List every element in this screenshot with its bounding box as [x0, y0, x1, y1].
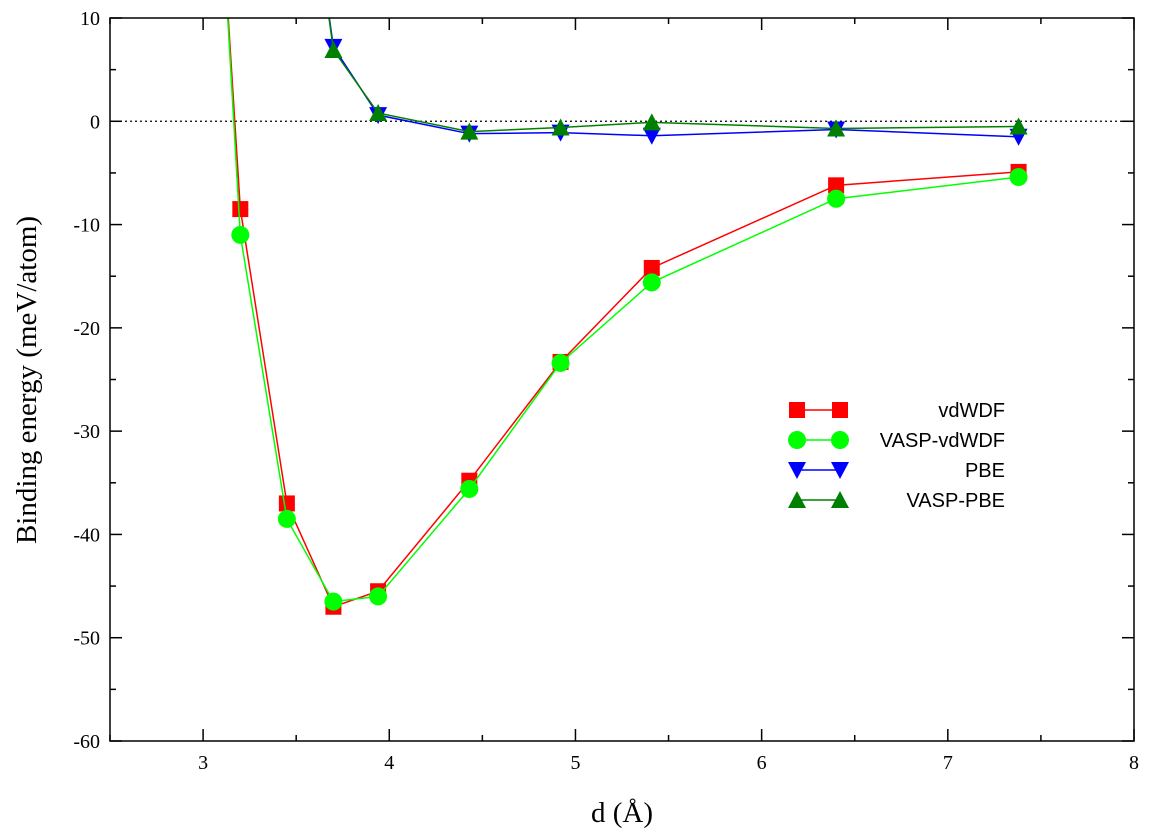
x-axis-title: d (Å): [591, 797, 653, 829]
data-point-vasp-vdwdf: [324, 592, 343, 611]
data-point-vasp-pbe: [460, 122, 479, 140]
data-point-vasp-pbe: [1009, 117, 1028, 135]
y-tick-label: 0: [90, 111, 100, 133]
data-point-vasp-vdwdf: [1009, 168, 1028, 187]
data-point-vdwdf: [232, 201, 249, 218]
y-tick-label: -40: [73, 524, 100, 546]
series-line-pbe: [328, 18, 1019, 138]
data-point-vasp-pbe: [642, 113, 661, 131]
data-point-vasp-vdwdf: [277, 509, 296, 528]
x-tick-label: 7: [943, 752, 953, 774]
y-axis-title: Binding energy (meV/atom): [11, 216, 43, 544]
y-tick-label: -60: [73, 731, 100, 753]
data-point-vasp-vdwdf: [827, 189, 846, 208]
data-point-vdwdf: [643, 259, 660, 276]
legend-marker-pbe: [831, 462, 849, 479]
x-tick-label: 4: [384, 752, 394, 774]
legend-label-vasp-pbe: VASP-PBE: [906, 490, 1005, 512]
legend-marker-vasp-pbe: [831, 491, 849, 508]
data-point-vasp-vdwdf: [369, 587, 388, 606]
tick-labels: 3 4 5 6 7 8 -60 -50 -40 -30 -20 -10 0 10: [73, 8, 1139, 774]
y-tick-label: -50: [73, 628, 100, 650]
data-point-vdwdf: [278, 495, 295, 512]
y-tick-label: -10: [73, 215, 100, 237]
legend-label-pbe: PBE: [965, 460, 1005, 482]
y-tick-label: -30: [73, 421, 100, 443]
legend-label-vasp-vdwdf: VASP-vdWDF: [880, 430, 1005, 452]
x-tick-label: 6: [757, 752, 767, 774]
series-line-vasp-vdwdf: [226, 18, 1019, 603]
data-point-vasp-pbe: [324, 41, 343, 59]
data-point-vasp-vdwdf: [460, 479, 479, 498]
data-point-vasp-pbe: [827, 119, 846, 137]
legend-marker-vasp-vdwdf: [831, 431, 849, 449]
series-line-vdwdf: [227, 18, 1019, 608]
legend-marker-vdwdf: [832, 402, 848, 418]
data-point-vasp-pbe: [369, 104, 388, 122]
series-line-vasp-pbe: [328, 18, 1019, 133]
plot-frame: [109, 17, 1135, 742]
y-tick-label: -20: [73, 318, 100, 340]
legend-marker-vasp-pbe: [788, 491, 806, 508]
data-point-vasp-vdwdf: [551, 353, 570, 372]
legend-marker-vasp-vdwdf: [788, 431, 806, 449]
x-tick-label: 3: [198, 752, 208, 774]
data-point-pbe: [642, 127, 661, 145]
data-point-vasp-pbe: [551, 118, 570, 136]
legend-marker-pbe: [788, 462, 806, 479]
data-point-vdwdf: [828, 177, 845, 194]
x-tick-label: 5: [570, 752, 580, 774]
y-tick-label: 10: [80, 8, 100, 30]
legend-marker-vdwdf: [789, 402, 805, 418]
data-series: [226, 18, 1028, 615]
data-point-vasp-vdwdf: [231, 225, 250, 244]
legend-label-vdwdf: vdWDF: [938, 400, 1005, 422]
data-point-vasp-vdwdf: [642, 273, 661, 292]
x-tick-label: 8: [1129, 752, 1139, 774]
legend: vdWDF VASP-vdWDF PBE VASP-PBE: [788, 400, 1005, 512]
